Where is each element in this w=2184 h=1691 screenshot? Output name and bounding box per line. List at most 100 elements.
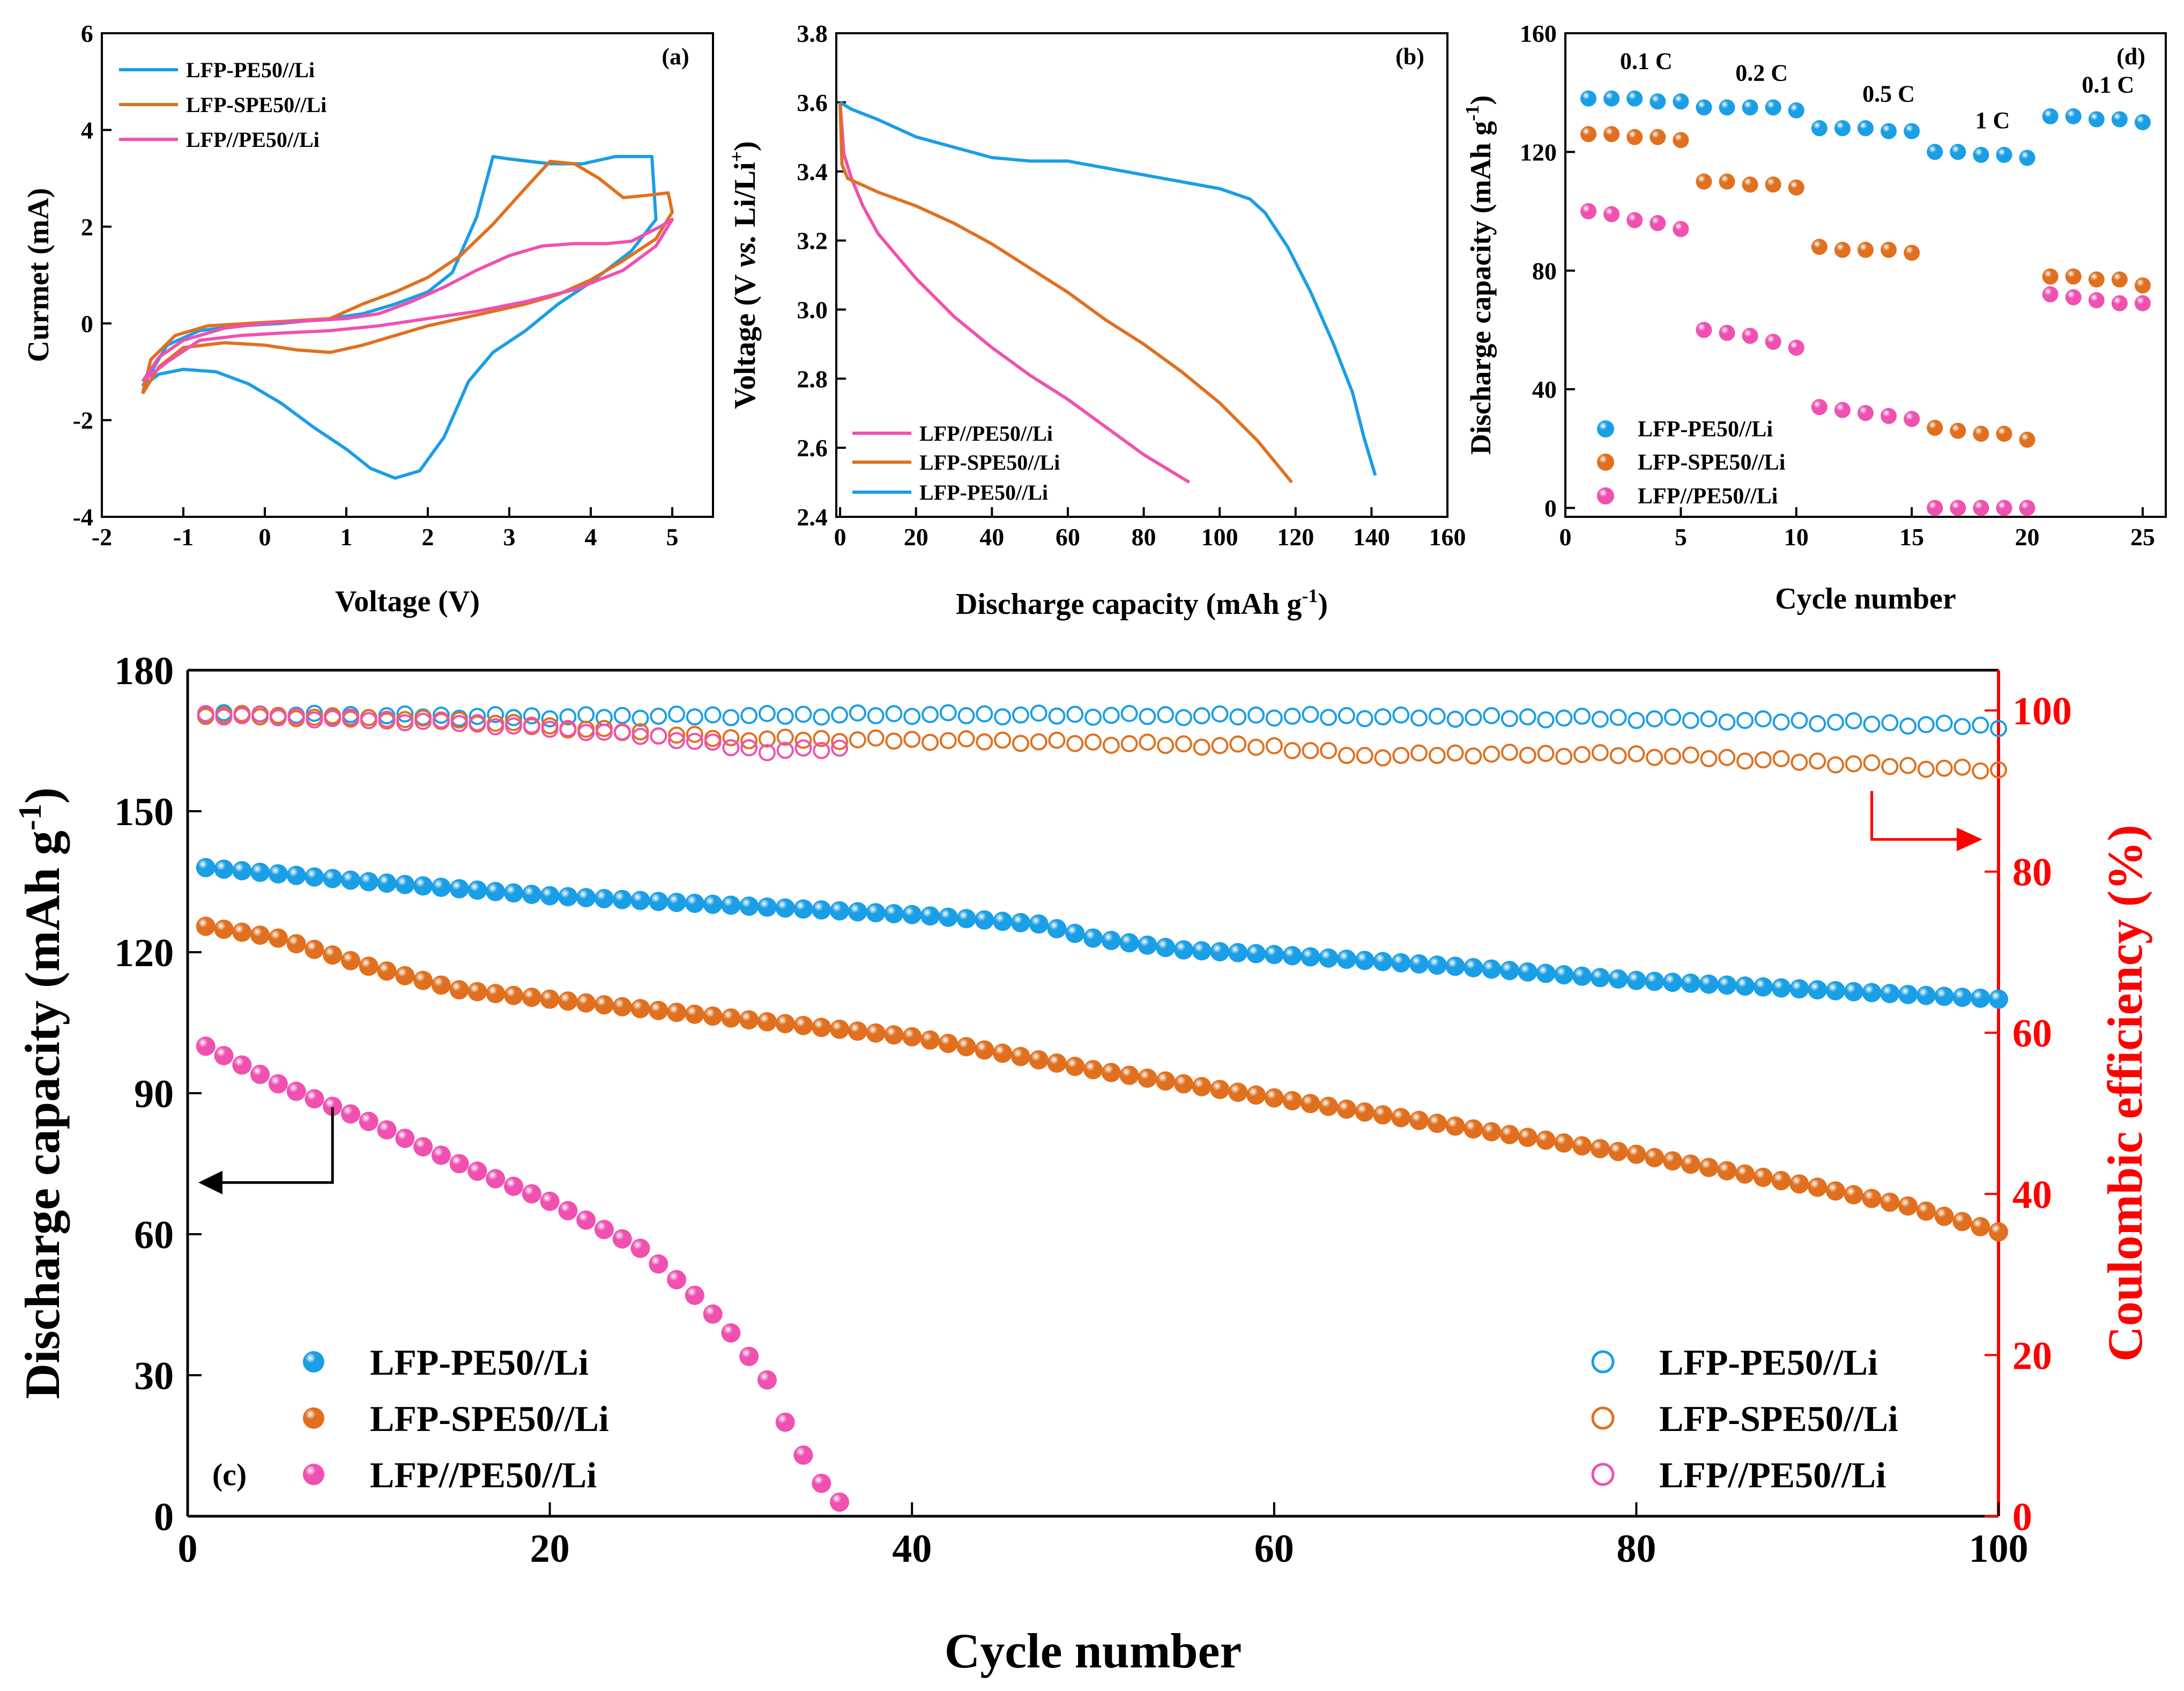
capacity-point-LFP-PE50//Li xyxy=(1880,984,1900,1004)
capacity-point-LFP//PE50//Li xyxy=(268,1074,288,1094)
capacity-point-LFP-SPE50//Li xyxy=(830,1019,850,1039)
data-point-LFP-PE50//Li xyxy=(1696,99,1712,116)
efficiency-point-LFP-PE50//Li xyxy=(921,706,939,723)
capacity-point-LFP-SPE50//Li xyxy=(1445,1116,1465,1136)
capacity-point-LFP//PE50//Li xyxy=(685,1285,704,1305)
capacity-point-LFP-PE50//Li xyxy=(467,880,487,900)
capacity-point-LFP//PE50//Li xyxy=(522,1184,541,1204)
x-tick-label: 80 xyxy=(1616,1527,1656,1571)
capacity-point-LFP-SPE50//Li xyxy=(721,1008,741,1028)
efficiency-point-LFP-PE50//Li xyxy=(1483,707,1500,724)
data-point-LFP//PE50//Li xyxy=(1626,212,1643,228)
data-point-LFP-SPE50//Li xyxy=(1950,422,1966,439)
capacity-point-LFP-PE50//Li xyxy=(1355,951,1375,970)
capacity-point-LFP-PE50//Li xyxy=(1264,945,1284,965)
capacity-point-LFP-PE50//Li xyxy=(1482,959,1502,979)
efficiency-point-LFP-PE50//Li xyxy=(1537,711,1555,729)
efficiency-point-LFP-SPE50//Li xyxy=(1048,731,1066,749)
capacity-point-LFP-PE50//Li xyxy=(341,870,361,890)
efficiency-point-LFP-SPE50//Li xyxy=(1012,735,1029,752)
capacity-point-LFP-SPE50//Li xyxy=(1301,1094,1320,1114)
efficiency-point-LFP-PE50//Li xyxy=(1718,713,1736,731)
capacity-point-LFP-PE50//Li xyxy=(250,862,270,882)
capacity-point-LFP//PE50//Li xyxy=(558,1201,578,1221)
legend-label: LFP//PE50//Li xyxy=(919,421,1053,446)
capacity-point-LFP-PE50//Li xyxy=(431,878,451,898)
capacity-point-LFP-SPE50//Li xyxy=(359,956,378,976)
capacity-point-LFP-SPE50//Li xyxy=(956,1037,976,1057)
y-tick-label: 150 xyxy=(114,790,174,834)
capacity-point-LFP-PE50//Li xyxy=(304,867,324,887)
capacity-point-LFP-SPE50//Li xyxy=(1590,1139,1610,1159)
capacity-point-LFP-SPE50//Li xyxy=(1499,1125,1519,1145)
efficiency-point-LFP-SPE50//Li xyxy=(487,715,504,732)
efficiency-point-LFP//PE50//Li xyxy=(632,728,649,745)
data-point-LFP-SPE50//Li xyxy=(1788,179,1804,196)
efficiency-point-LFP//PE50//Li xyxy=(613,723,631,741)
data-point-LFP//PE50//Li xyxy=(1858,405,1874,421)
x-tick-label: 25 xyxy=(2130,523,2155,551)
efficiency-point-LFP-SPE50//Li xyxy=(758,730,776,748)
efficiency-point-LFP-SPE50//Li xyxy=(1066,735,1084,752)
efficiency-point-LFP-PE50//Li xyxy=(1139,708,1156,725)
capacity-point-LFP-PE50//Li xyxy=(1373,952,1393,971)
x-tick-label: 20 xyxy=(904,523,928,551)
capacity-point-LFP-SPE50//Li xyxy=(250,925,270,945)
efficiency-point-LFP//PE50//Li xyxy=(686,732,703,750)
panel-label: (b) xyxy=(1395,43,1424,70)
efficiency-point-LFP-PE50//Li xyxy=(849,704,866,722)
capacity-point-LFP-SPE50//Li xyxy=(486,984,506,1004)
legend-marker-filled xyxy=(303,1407,324,1429)
capacity-point-LFP//PE50//Li xyxy=(467,1161,487,1181)
capacity-point-LFP-SPE50//Li xyxy=(685,1004,704,1024)
data-point-LFP-SPE50//Li xyxy=(1696,173,1712,190)
capacity-point-LFP-PE50//Li xyxy=(1862,983,1882,1003)
efficiency-point-LFP-SPE50//Li xyxy=(921,733,939,751)
capacity-point-LFP-PE50//Li xyxy=(1808,980,1828,1000)
capacity-point-LFP-PE50//Li xyxy=(522,885,541,904)
efficiency-point-LFP-PE50//Li xyxy=(1682,711,1699,729)
efficiency-point-LFP-SPE50//Li xyxy=(867,729,885,747)
y-tick-label: -4 xyxy=(73,503,93,531)
efficiency-point-LFP-PE50//Li xyxy=(704,706,722,724)
capacity-point-LFP-PE50//Li xyxy=(1626,970,1646,990)
efficiency-point-LFP-PE50//Li xyxy=(1320,709,1338,726)
efficiency-point-LFP-PE50//Li xyxy=(1972,716,1989,734)
y-tick-label: 2.8 xyxy=(797,365,828,392)
capacity-point-LFP-PE50//Li xyxy=(1681,973,1700,993)
arrow-right-head xyxy=(1957,827,1982,851)
capacity-point-LFP-PE50//Li xyxy=(956,909,976,929)
capacity-point-LFP//PE50//Li xyxy=(214,1045,234,1065)
y-tick-label: 2.4 xyxy=(797,503,828,531)
efficiency-point-LFP-PE50//Li xyxy=(1700,710,1718,728)
data-point-LFP//PE50//Li xyxy=(1927,500,1943,516)
capacity-point-LFP-SPE50//Li xyxy=(1156,1071,1176,1091)
series-line-LFP-SPE50//Li xyxy=(141,160,674,395)
capacity-point-LFP-PE50//Li xyxy=(1916,985,1936,1005)
capacity-point-LFP-SPE50//Li xyxy=(1880,1192,1900,1212)
efficiency-point-LFP//PE50//Li xyxy=(740,739,758,756)
capacity-point-LFP-PE50//Li xyxy=(1572,966,1592,986)
efficiency-point-LFP-PE50//Li xyxy=(1048,707,1066,725)
efficiency-point-LFP-PE50//Li xyxy=(1465,709,1482,726)
series-line-LFP//PE50//Li xyxy=(141,218,674,383)
efficiency-point-LFP-SPE50//Li xyxy=(994,731,1012,749)
data-point-LFP-PE50//Li xyxy=(1673,93,1689,110)
panel-label: (a) xyxy=(662,43,689,70)
efficiency-point-LFP-PE50//Li xyxy=(1990,720,2007,737)
efficiency-point-LFP-SPE50//Li xyxy=(957,730,975,748)
capacity-point-LFP-SPE50//Li xyxy=(522,988,541,1007)
efficiency-point-LFP-PE50//Li xyxy=(1609,709,1627,726)
capacity-point-LFP-SPE50//Li xyxy=(938,1034,958,1054)
capacity-point-LFP-PE50//Li xyxy=(793,899,813,919)
arrow-left-axis xyxy=(209,1107,334,1184)
x-tick-label: 120 xyxy=(1277,523,1314,551)
capacity-point-LFP-SPE50//Li xyxy=(975,1040,994,1060)
data-point-LFP-PE50//Li xyxy=(1881,123,1897,139)
efficiency-point-LFP//PE50//Li xyxy=(505,717,523,735)
capacity-point-LFP-PE50//Li xyxy=(902,904,922,924)
y-tick-label: 120 xyxy=(114,931,174,975)
efficiency-point-LFP-PE50//Li xyxy=(1881,714,1899,731)
efficiency-point-LFP-PE50//Li xyxy=(867,707,885,724)
